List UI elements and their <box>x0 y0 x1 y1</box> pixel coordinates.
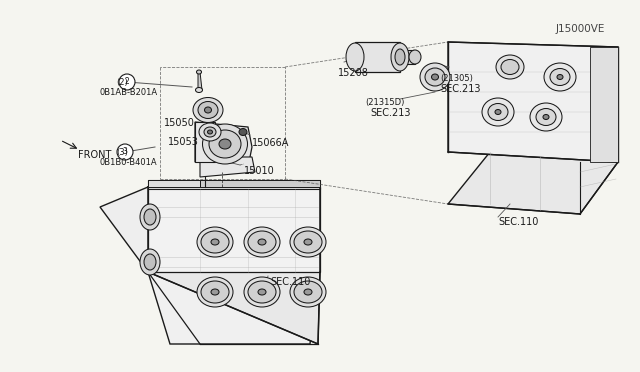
Ellipse shape <box>248 281 276 303</box>
Polygon shape <box>448 152 618 214</box>
Ellipse shape <box>122 149 129 155</box>
Ellipse shape <box>124 79 131 85</box>
Text: SEC.213: SEC.213 <box>440 84 481 94</box>
Ellipse shape <box>550 68 570 86</box>
Ellipse shape <box>199 123 221 141</box>
Ellipse shape <box>211 289 219 295</box>
Text: (21305): (21305) <box>440 74 473 83</box>
Ellipse shape <box>201 281 229 303</box>
Polygon shape <box>590 47 618 162</box>
Polygon shape <box>148 180 320 189</box>
Ellipse shape <box>196 70 202 74</box>
Text: J15000VE: J15000VE <box>556 24 605 34</box>
Polygon shape <box>200 157 255 177</box>
Text: 15066A: 15066A <box>252 138 289 148</box>
Text: SEC.110: SEC.110 <box>498 217 538 227</box>
Ellipse shape <box>144 209 156 225</box>
Circle shape <box>119 74 135 90</box>
Ellipse shape <box>395 49 405 65</box>
Polygon shape <box>195 122 252 167</box>
Ellipse shape <box>495 109 501 115</box>
Ellipse shape <box>543 115 549 119</box>
Ellipse shape <box>391 43 409 71</box>
Ellipse shape <box>482 98 514 126</box>
Polygon shape <box>195 122 215 162</box>
Ellipse shape <box>431 74 438 80</box>
Ellipse shape <box>530 103 562 131</box>
Ellipse shape <box>536 109 556 125</box>
Ellipse shape <box>294 281 322 303</box>
Ellipse shape <box>204 127 216 137</box>
Text: 15050: 15050 <box>164 118 195 128</box>
Text: 15053: 15053 <box>168 137 199 147</box>
Ellipse shape <box>118 147 131 157</box>
Ellipse shape <box>496 55 524 79</box>
Ellipse shape <box>258 289 266 295</box>
Ellipse shape <box>248 231 276 253</box>
Polygon shape <box>400 50 415 64</box>
Polygon shape <box>148 187 320 272</box>
Ellipse shape <box>488 103 508 121</box>
Ellipse shape <box>195 87 202 93</box>
Ellipse shape <box>198 102 218 119</box>
Text: 0B1B0-B401A: 0B1B0-B401A <box>100 158 157 167</box>
Ellipse shape <box>425 68 445 86</box>
Text: 15208: 15208 <box>338 68 369 78</box>
Polygon shape <box>148 242 318 344</box>
Ellipse shape <box>211 239 219 245</box>
Text: (3): (3) <box>116 148 128 157</box>
Ellipse shape <box>409 50 421 64</box>
Ellipse shape <box>207 130 212 134</box>
Ellipse shape <box>346 43 364 71</box>
Ellipse shape <box>239 128 247 135</box>
Text: (21315D): (21315D) <box>365 98 404 107</box>
Ellipse shape <box>304 239 312 245</box>
Ellipse shape <box>294 231 322 253</box>
Ellipse shape <box>140 204 160 230</box>
Polygon shape <box>200 180 320 187</box>
Text: 2: 2 <box>125 77 129 87</box>
Ellipse shape <box>244 277 280 307</box>
Ellipse shape <box>205 107 211 113</box>
Ellipse shape <box>140 249 160 275</box>
Ellipse shape <box>544 63 576 91</box>
Polygon shape <box>148 180 200 187</box>
Ellipse shape <box>244 227 280 257</box>
Text: 15010: 15010 <box>244 166 275 176</box>
Ellipse shape <box>193 97 223 122</box>
Ellipse shape <box>144 254 156 270</box>
Text: SEC.213: SEC.213 <box>370 108 410 118</box>
Polygon shape <box>448 42 618 162</box>
Polygon shape <box>148 242 320 344</box>
Ellipse shape <box>290 227 326 257</box>
Ellipse shape <box>501 60 519 74</box>
Ellipse shape <box>201 231 229 253</box>
Ellipse shape <box>197 227 233 257</box>
Ellipse shape <box>120 77 134 87</box>
Ellipse shape <box>202 124 248 164</box>
Ellipse shape <box>420 63 450 91</box>
Ellipse shape <box>197 277 233 307</box>
Polygon shape <box>198 72 202 90</box>
Circle shape <box>117 144 133 160</box>
Text: (2): (2) <box>116 78 128 87</box>
Polygon shape <box>355 42 400 72</box>
Text: 3: 3 <box>123 148 127 157</box>
Ellipse shape <box>219 139 231 149</box>
Ellipse shape <box>557 74 563 80</box>
Ellipse shape <box>304 289 312 295</box>
Text: 0B1AB-B201A: 0B1AB-B201A <box>100 88 158 97</box>
Ellipse shape <box>258 239 266 245</box>
Ellipse shape <box>209 130 241 158</box>
Polygon shape <box>100 187 200 272</box>
Text: FRONT: FRONT <box>78 150 111 160</box>
Text: SEC.110: SEC.110 <box>270 277 310 287</box>
Ellipse shape <box>290 277 326 307</box>
